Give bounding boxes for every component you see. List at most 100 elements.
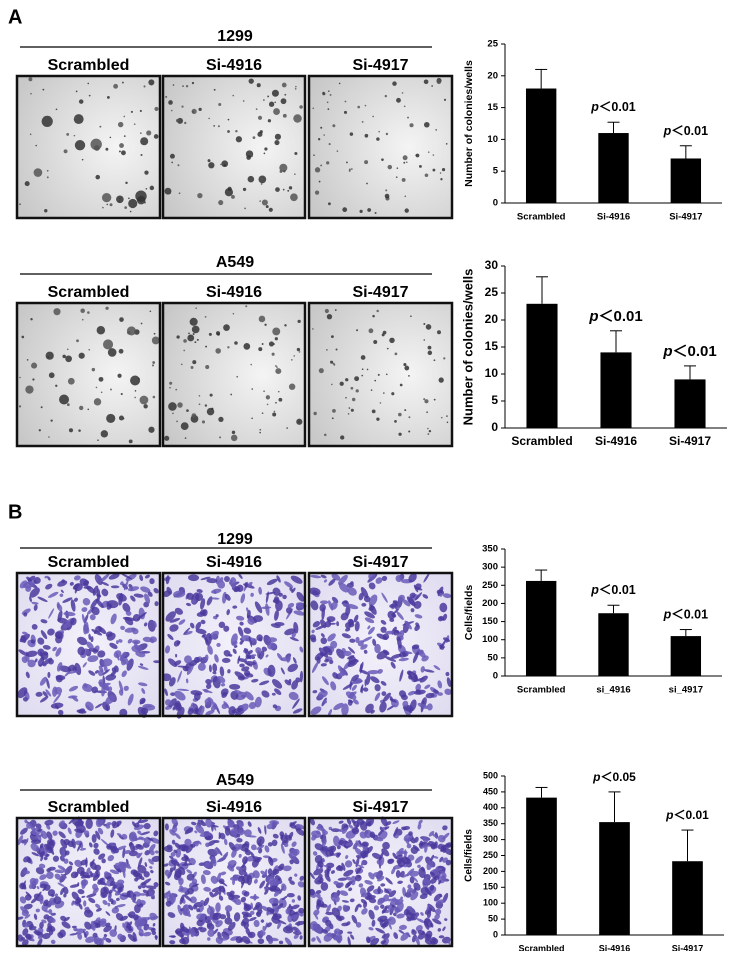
colony bbox=[218, 416, 224, 423]
cell bbox=[92, 887, 99, 894]
cell bbox=[331, 907, 341, 918]
cell bbox=[47, 922, 53, 932]
cell bbox=[144, 862, 148, 867]
cell bbox=[162, 891, 171, 899]
cell bbox=[98, 626, 107, 635]
cell bbox=[351, 819, 356, 824]
colony bbox=[251, 417, 253, 420]
colony bbox=[356, 329, 359, 332]
colony bbox=[231, 430, 236, 435]
cell bbox=[395, 870, 401, 878]
cell bbox=[45, 853, 50, 857]
cell bbox=[183, 627, 191, 635]
cell bbox=[179, 938, 186, 944]
cell bbox=[218, 895, 224, 901]
cell bbox=[288, 678, 292, 684]
cell bbox=[233, 824, 240, 830]
cell bbox=[137, 885, 142, 890]
cell bbox=[178, 930, 183, 934]
colony bbox=[286, 427, 289, 429]
cell bbox=[153, 660, 161, 664]
cell bbox=[352, 842, 358, 850]
y-tick-label: 20 bbox=[485, 312, 499, 326]
colony bbox=[407, 116, 409, 119]
cell bbox=[229, 577, 237, 588]
colony bbox=[268, 101, 275, 107]
cell bbox=[145, 893, 149, 897]
y-tick-label: 400 bbox=[483, 802, 498, 812]
cell bbox=[414, 586, 423, 591]
cell bbox=[139, 697, 146, 705]
colony bbox=[408, 430, 411, 433]
colony bbox=[24, 181, 30, 187]
x-tick-label: Si-4917 bbox=[669, 434, 711, 448]
cell-line-label: A549 bbox=[216, 772, 254, 789]
cell bbox=[237, 829, 246, 836]
bar bbox=[598, 133, 629, 203]
cell bbox=[434, 841, 438, 847]
cell bbox=[413, 689, 426, 695]
cell bbox=[240, 896, 247, 903]
colony bbox=[425, 324, 432, 330]
colony bbox=[258, 347, 263, 352]
cell bbox=[78, 708, 85, 714]
y-axis-label: Number of colonies/wells bbox=[460, 269, 475, 426]
cell bbox=[106, 632, 116, 641]
cell bbox=[326, 904, 332, 913]
cell bbox=[266, 907, 275, 913]
cell bbox=[345, 876, 352, 881]
cell bbox=[387, 904, 393, 912]
colony bbox=[299, 105, 303, 109]
cell bbox=[414, 614, 423, 619]
cell bbox=[402, 700, 409, 708]
cell bbox=[40, 855, 44, 862]
y-tick-label: 100 bbox=[482, 634, 498, 645]
cell bbox=[30, 639, 35, 644]
colony bbox=[326, 101, 329, 104]
cell bbox=[55, 647, 62, 657]
colony bbox=[180, 422, 189, 431]
cell bbox=[110, 845, 119, 854]
cell bbox=[122, 847, 126, 859]
cell bbox=[96, 599, 104, 609]
cell-line-label: 1299 bbox=[217, 531, 253, 548]
condition-label: Si-4917 bbox=[352, 284, 408, 301]
colony bbox=[428, 429, 432, 433]
cell bbox=[98, 877, 104, 883]
cell bbox=[265, 654, 269, 658]
colony bbox=[340, 435, 345, 440]
cell bbox=[285, 835, 292, 841]
colony bbox=[113, 83, 119, 89]
cell bbox=[34, 658, 38, 663]
cell bbox=[20, 635, 27, 643]
cell bbox=[347, 655, 355, 660]
colony bbox=[351, 168, 353, 170]
cell bbox=[321, 607, 325, 621]
cell bbox=[243, 922, 249, 930]
cell bbox=[168, 935, 176, 938]
cell bbox=[367, 669, 380, 675]
cell bbox=[289, 637, 299, 642]
cell bbox=[350, 581, 354, 585]
cell bbox=[377, 885, 381, 894]
cell bbox=[387, 916, 396, 925]
cell bbox=[409, 592, 416, 599]
cell bbox=[186, 869, 193, 874]
cell bbox=[117, 933, 124, 940]
colony bbox=[401, 92, 404, 94]
cell bbox=[80, 874, 90, 879]
cell bbox=[398, 847, 404, 855]
cell bbox=[261, 646, 267, 652]
cell bbox=[254, 601, 263, 614]
cell bbox=[227, 860, 237, 867]
cell bbox=[24, 838, 29, 846]
colony bbox=[194, 341, 197, 344]
x-tick-label: Si-4917 bbox=[669, 212, 702, 223]
colony bbox=[261, 412, 264, 414]
cell bbox=[106, 603, 113, 610]
condition-label: Scrambled bbox=[48, 57, 130, 74]
y-tick-label: 500 bbox=[483, 770, 498, 780]
cell bbox=[100, 839, 110, 847]
x-tick-label: Scrambled bbox=[517, 685, 566, 696]
